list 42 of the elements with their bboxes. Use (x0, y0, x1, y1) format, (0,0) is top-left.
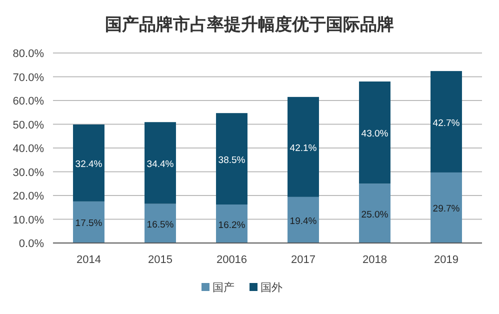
legend-label: 国产 (212, 281, 234, 294)
data-label: 16.2% (218, 220, 246, 231)
y-tick-label: 60.0% (12, 96, 44, 108)
bar (73, 201, 104, 243)
bar (216, 113, 248, 205)
bar (359, 82, 390, 184)
y-tick-label: 80.0% (12, 48, 44, 60)
x-tick-label: 2018 (362, 254, 387, 266)
bar (144, 204, 176, 243)
bar (73, 124, 104, 202)
bar (288, 96, 319, 197)
x-tick-label: 2019 (434, 254, 458, 266)
data-label: 43.0% (361, 128, 389, 140)
data-label: 29.7% (432, 204, 460, 215)
x-tick-label: 20016 (216, 254, 248, 266)
data-label: 25.0% (361, 209, 389, 220)
y-tick-label: 70.0% (12, 72, 44, 84)
y-tick-label: 10.0% (12, 214, 44, 226)
bar (430, 71, 462, 172)
data-label: 38.5% (218, 154, 246, 166)
bar (144, 122, 176, 204)
data-label: 17.5% (75, 218, 103, 230)
bar (288, 196, 319, 243)
x-tick-label: 2017 (291, 254, 316, 266)
data-label: 32.4% (75, 158, 103, 170)
data-label: 34.4% (146, 158, 174, 170)
x-tick-label: 2015 (148, 254, 172, 266)
data-label: 42.7% (432, 118, 460, 129)
y-tick-label: 50.0% (12, 119, 44, 132)
y-tick-label: 20.0% (12, 190, 44, 202)
legend-label: 国外 (260, 282, 282, 294)
y-tick-label: 30.0% (12, 166, 44, 179)
data-label: 19.4% (290, 216, 318, 227)
data-label: 16.5% (146, 219, 174, 230)
bar (359, 184, 390, 243)
y-tick-label: 40.0% (12, 143, 44, 155)
x-tick-label: 2014 (76, 254, 101, 266)
bar (430, 172, 462, 243)
y-tick-label: 0.0% (18, 238, 44, 250)
bar (216, 204, 248, 243)
chart-title: 国产品牌市占率提升幅度优于国际品牌 (105, 15, 394, 34)
data-label: 42.1% (290, 142, 318, 154)
